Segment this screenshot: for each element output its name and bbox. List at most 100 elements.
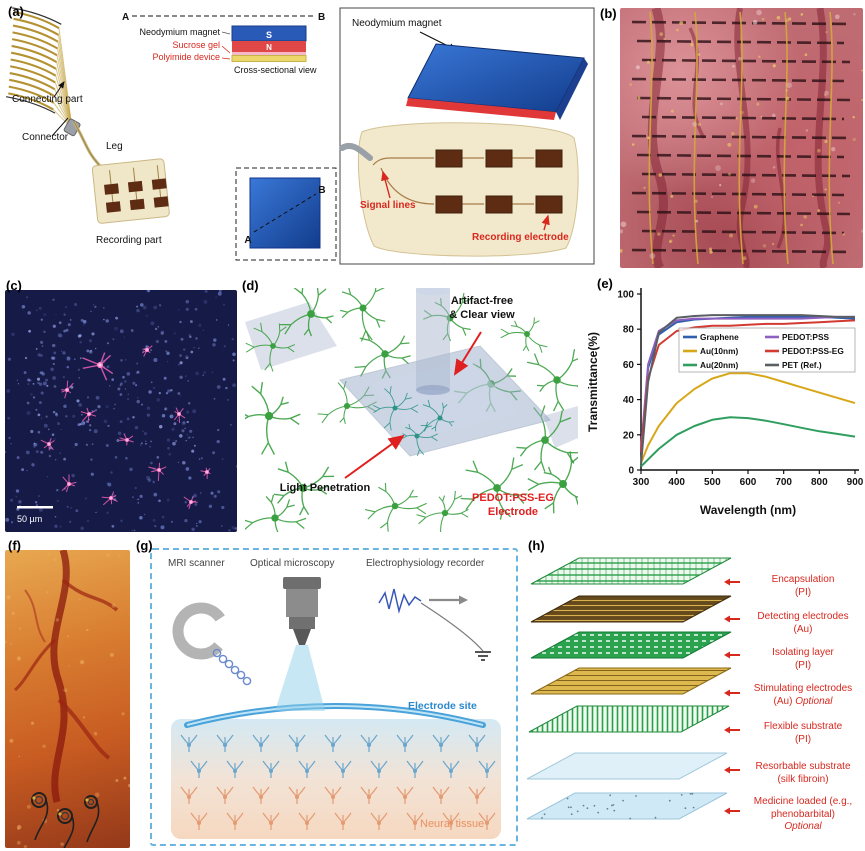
connecting-part-illustration bbox=[5, 7, 81, 137]
panel-g-label: (g) bbox=[136, 538, 153, 553]
cable bbox=[339, 142, 373, 161]
panel-d-illustration: Artifact-free & Clear view Light Penetra… bbox=[245, 288, 578, 532]
arrow-right-icon bbox=[459, 595, 468, 605]
arrow-left-icon bbox=[724, 578, 740, 586]
layer-resorbable-substrate bbox=[526, 752, 728, 780]
optical-microscopy-label: Optical microscopy bbox=[250, 558, 335, 569]
magnet-n-layer bbox=[232, 41, 306, 52]
layer-medicine bbox=[526, 792, 728, 820]
panel-f-photo-vessels-coil-electrodes bbox=[5, 550, 130, 848]
panel-a-illustration: A B A B S N Neodymium magnet Sucrose gel… bbox=[5, 7, 595, 265]
label-polyimide-device: Polyimide device bbox=[152, 52, 220, 62]
svg-text:Au(20nm): Au(20nm) bbox=[700, 360, 738, 370]
svg-text:500: 500 bbox=[704, 477, 721, 488]
layer-optional-text: Optional bbox=[784, 821, 822, 832]
pointer-line bbox=[51, 117, 69, 137]
panel-f-overlay bbox=[5, 550, 130, 848]
sucrose-gel-layer bbox=[232, 52, 306, 56]
neurons-under-electrode bbox=[372, 386, 455, 457]
svg-text:40: 40 bbox=[623, 395, 635, 406]
recording-part-illustration bbox=[91, 158, 170, 224]
rf-coil-spring bbox=[212, 648, 252, 686]
beam-bottom bbox=[416, 385, 450, 395]
arrow-left-icon bbox=[724, 807, 740, 815]
layer-name-text: Encapsulation bbox=[771, 574, 835, 585]
series-Au(10nm) bbox=[640, 372, 856, 464]
layer-encapsulation bbox=[530, 557, 732, 585]
panel-a-label: (a) bbox=[8, 4, 24, 19]
x-axis-label: Wavelength (nm) bbox=[700, 503, 796, 517]
layer-name-text: Stimulating electrodes bbox=[753, 683, 853, 694]
layer-detail-text: (PI) bbox=[794, 733, 812, 745]
recording-electrode-array bbox=[435, 149, 563, 214]
label-signal-lines: Signal lines bbox=[360, 200, 416, 211]
neuron-grid bbox=[180, 734, 496, 830]
svg-text:600: 600 bbox=[740, 477, 757, 488]
light-beam bbox=[416, 288, 450, 390]
svg-text:900: 900 bbox=[847, 477, 863, 488]
layer-optional-text: Optional bbox=[795, 695, 833, 707]
label-leg: Leg bbox=[106, 141, 123, 152]
label-pedot-electrode-1: PEDOT:PSS-EG bbox=[472, 492, 554, 504]
inset-marker-b: B bbox=[318, 12, 325, 23]
svg-text:PEDOT:PSS-EG: PEDOT:PSS-EG bbox=[782, 346, 844, 356]
layer-detail-text: (PI) bbox=[794, 659, 812, 671]
series-Au(20nm) bbox=[640, 416, 856, 468]
transmittance-chart: Transmittance(%) Wavelength (nm) 300 400 5… bbox=[586, 288, 863, 517]
y-axis-label: Transmittance(%) bbox=[586, 332, 600, 432]
layer-label-flexible-substrate: Flexible substrate (PI) bbox=[744, 721, 862, 746]
svg-text:800: 800 bbox=[811, 477, 828, 488]
beam-top bbox=[416, 288, 450, 296]
panel-c-label: (c) bbox=[6, 278, 22, 293]
panel-b-overlay bbox=[620, 8, 863, 268]
layer-name-text: Resorbable substrate bbox=[755, 761, 851, 772]
series-PET (Ref.) bbox=[640, 314, 855, 465]
label-neodymium-right: Neodymium magnet bbox=[352, 18, 442, 29]
arrow-left-icon bbox=[724, 726, 740, 734]
mri-magnet-icon bbox=[172, 602, 230, 660]
electrode-window bbox=[370, 360, 520, 438]
layer-label-stimulating-electrodes: Stimulating electrodes (Au) Optional bbox=[744, 683, 862, 708]
layer-detail-text: (Au) bbox=[793, 623, 813, 635]
panel-h-layer-stack bbox=[526, 557, 732, 820]
electrode-arm-left bbox=[245, 302, 337, 370]
label-recording-electrode: Recording electrode bbox=[472, 232, 569, 243]
label-recording-part: Recording part bbox=[96, 235, 162, 246]
panel-f-label: (f) bbox=[8, 538, 21, 553]
layer-label-isolating: Isolating layer (PI) bbox=[744, 647, 862, 672]
svg-text:400: 400 bbox=[668, 477, 685, 488]
pointer-line bbox=[221, 57, 231, 60]
panel-g-illustration bbox=[171, 577, 501, 839]
panel-e-label: (e) bbox=[597, 276, 613, 291]
ground-symbol-icon bbox=[475, 651, 491, 661]
magnet-red-edge bbox=[406, 98, 556, 120]
electrode-site-label: Electrode site bbox=[408, 700, 477, 712]
arrow-light-penetration bbox=[344, 434, 405, 479]
scale-bar-label: 50 µm bbox=[17, 514, 42, 524]
label-neodymium-inset: Neodymium magnet bbox=[139, 27, 220, 37]
layer-label-encapsulation: Encapsulation (PI) bbox=[744, 574, 862, 599]
series-Graphene bbox=[640, 315, 856, 453]
panel-c-fluorescence-image: 50 µm bbox=[5, 290, 237, 532]
scale-bar bbox=[17, 506, 53, 509]
layer-name-text: Flexible substrate bbox=[763, 721, 843, 732]
signal-trace bbox=[372, 157, 434, 166]
label-pedot-electrode-2: Electrode bbox=[488, 506, 538, 518]
layer-label-detecting-electrodes: Detecting electrodes (Au) bbox=[744, 611, 862, 636]
label-clear-view: & Clear view bbox=[449, 309, 515, 321]
layer-flexible-substrate bbox=[528, 705, 730, 733]
layer-name-text: Medicine loaded (e.g., phenobarbital) bbox=[753, 796, 853, 820]
svg-text:700: 700 bbox=[775, 477, 792, 488]
pointer-line bbox=[221, 31, 231, 35]
marker-a: A bbox=[244, 235, 251, 246]
arrow-artifact-free bbox=[453, 331, 482, 376]
layer-stimulating-electrodes bbox=[530, 667, 732, 695]
medicine-molecules bbox=[541, 792, 695, 820]
inset-marker-a: A bbox=[122, 12, 129, 23]
microscope-objective-icon bbox=[275, 577, 325, 711]
n-pole-text: N bbox=[266, 43, 272, 52]
label-cross-sectional-view: Cross-sectional view bbox=[234, 65, 317, 75]
svg-text:Au(10nm): Au(10nm) bbox=[700, 346, 738, 356]
neural-tissue-region bbox=[171, 719, 501, 839]
